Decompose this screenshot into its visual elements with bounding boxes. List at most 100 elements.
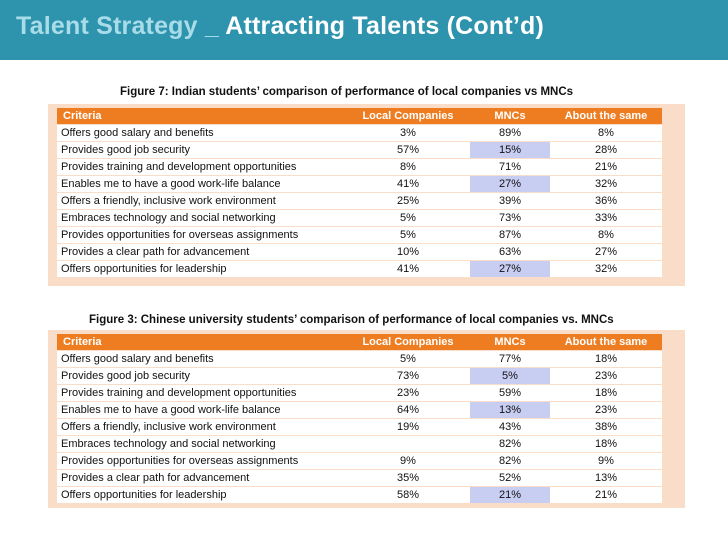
criteria-cell: Provides good job security	[57, 368, 346, 384]
local-cell: 10%	[346, 244, 470, 260]
same-cell: 13%	[550, 470, 662, 486]
table-row: Provides training and development opport…	[57, 385, 662, 401]
mnc-cell-highlighted: 27%	[470, 176, 550, 192]
mnc-cell-highlighted: 13%	[470, 402, 550, 418]
same-cell: 18%	[550, 385, 662, 401]
local-cell: 35%	[346, 470, 470, 486]
local-cell	[346, 436, 470, 452]
slide-title: Talent Strategy _ Attracting Talents (Co…	[16, 12, 544, 41]
criteria-cell: Offers good salary and benefits	[57, 125, 346, 141]
criteria-cell: Offers good salary and benefits	[57, 351, 346, 367]
local-cell: 64%	[346, 402, 470, 418]
table-row: Offers opportunities for leadership 41% 27…	[57, 261, 662, 277]
local-cell: 41%	[346, 261, 470, 277]
local-cell: 5%	[346, 227, 470, 243]
mnc-cell: 77%	[470, 351, 550, 367]
same-cell: 9%	[550, 453, 662, 469]
header-mncs: MNCs	[470, 334, 550, 350]
mnc-cell: 63%	[470, 244, 550, 260]
local-cell: 25%	[346, 193, 470, 209]
table-row: Offers good salary and benefits 3% 89% 8%	[57, 125, 662, 141]
criteria-cell: Enables me to have a good work-life bala…	[57, 402, 346, 418]
table-row: Provides a clear path for advancement 10%…	[57, 244, 662, 260]
header-criteria: Criteria	[57, 334, 346, 350]
mnc-cell: 82%	[470, 436, 550, 452]
local-cell: 73%	[346, 368, 470, 384]
same-cell: 8%	[550, 125, 662, 141]
mnc-cell: 89%	[470, 125, 550, 141]
criteria-cell: Embraces technology and social networkin…	[57, 436, 346, 452]
mnc-cell: 43%	[470, 419, 550, 435]
criteria-cell: Embraces technology and social networkin…	[57, 210, 346, 226]
table-row: Offers a friendly, inclusive work enviro…	[57, 419, 662, 435]
header-mncs: MNCs	[470, 108, 550, 124]
criteria-cell: Provides opportunities for overseas assi…	[57, 453, 346, 469]
same-cell: 21%	[550, 487, 662, 503]
table-row: Provides a clear path for advancement 35%…	[57, 470, 662, 486]
mnc-cell-highlighted: 15%	[470, 142, 550, 158]
same-cell: 23%	[550, 402, 662, 418]
figure7-panel: Criteria Local Companies MNCs About the …	[48, 104, 685, 286]
local-cell: 3%	[346, 125, 470, 141]
local-cell: 8%	[346, 159, 470, 175]
header-about-the-same: About the same	[550, 108, 662, 124]
mnc-cell: 52%	[470, 470, 550, 486]
local-cell: 23%	[346, 385, 470, 401]
criteria-cell: Provides good job security	[57, 142, 346, 158]
criteria-cell: Offers opportunities for leadership	[57, 487, 346, 503]
criteria-cell: Offers a friendly, inclusive work enviro…	[57, 419, 346, 435]
figure7-table: Criteria Local Companies MNCs About the …	[57, 107, 662, 278]
same-cell: 23%	[550, 368, 662, 384]
criteria-cell: Enables me to have a good work-life bala…	[57, 176, 346, 192]
criteria-cell: Provides opportunities for overseas assi…	[57, 227, 346, 243]
table-row: Provides training and development opport…	[57, 159, 662, 175]
criteria-cell: Offers opportunities for leadership	[57, 261, 346, 277]
slide-title-part2: Attracting Talents (Cont’d)	[225, 12, 545, 40]
table-row: Offers opportunities for leadership 58% 21…	[57, 487, 662, 503]
table-row: Enables me to have a good work-life bala…	[57, 402, 662, 418]
table-row: Provides opportunities for overseas assi…	[57, 227, 662, 243]
table-row: Offers a friendly, inclusive work enviro…	[57, 193, 662, 209]
same-cell: 28%	[550, 142, 662, 158]
criteria-cell: Provides a clear path for advancement	[57, 470, 346, 486]
figure3-table: Criteria Local Companies MNCs About the …	[57, 333, 662, 504]
mnc-cell: 73%	[470, 210, 550, 226]
mnc-cell: 87%	[470, 227, 550, 243]
header-local-companies: Local Companies	[346, 108, 470, 124]
header-about-the-same: About the same	[550, 334, 662, 350]
local-cell: 19%	[346, 419, 470, 435]
same-cell: 36%	[550, 193, 662, 209]
table-row: Offers good salary and benefits 5% 77% 18%	[57, 351, 662, 367]
same-cell: 18%	[550, 436, 662, 452]
table-row: Provides opportunities for overseas assi…	[57, 453, 662, 469]
local-cell: 5%	[346, 351, 470, 367]
header-local-companies: Local Companies	[346, 334, 470, 350]
same-cell: 27%	[550, 244, 662, 260]
table-row: Embraces technology and social networkin…	[57, 436, 662, 452]
same-cell: 32%	[550, 176, 662, 192]
mnc-cell: 71%	[470, 159, 550, 175]
table-row: Enables me to have a good work-life bala…	[57, 176, 662, 192]
local-cell: 58%	[346, 487, 470, 503]
same-cell: 38%	[550, 419, 662, 435]
local-cell: 41%	[346, 176, 470, 192]
criteria-cell: Offers a friendly, inclusive work enviro…	[57, 193, 346, 209]
header-criteria: Criteria	[57, 108, 346, 124]
figure3-panel: Criteria Local Companies MNCs About the …	[48, 330, 685, 508]
local-cell: 5%	[346, 210, 470, 226]
mnc-cell-highlighted: 21%	[470, 487, 550, 503]
criteria-cell: Provides a clear path for advancement	[57, 244, 346, 260]
title-bar: Talent Strategy _ Attracting Talents (Co…	[0, 0, 728, 60]
same-cell: 18%	[550, 351, 662, 367]
criteria-cell: Provides training and development opport…	[57, 159, 346, 175]
criteria-cell: Provides training and development opport…	[57, 385, 346, 401]
slide-title-part1: Talent Strategy _	[16, 12, 226, 40]
local-cell: 57%	[346, 142, 470, 158]
mnc-cell: 39%	[470, 193, 550, 209]
table-row: Provides good job security 57% 15% 28%	[57, 142, 662, 158]
figure7-caption: Figure 7: Indian students’ comparison of…	[120, 86, 574, 98]
table-row: Embraces technology and social networkin…	[57, 210, 662, 226]
same-cell: 21%	[550, 159, 662, 175]
same-cell: 33%	[550, 210, 662, 226]
local-cell: 9%	[346, 453, 470, 469]
